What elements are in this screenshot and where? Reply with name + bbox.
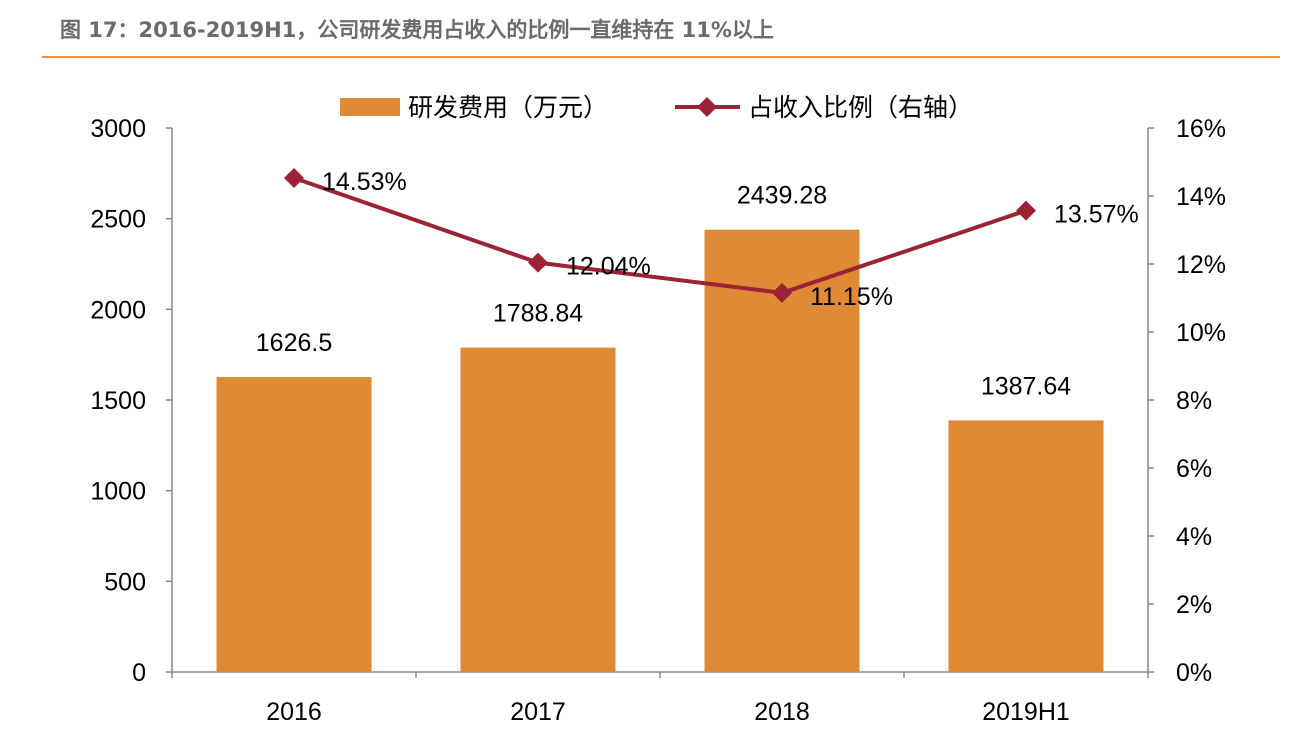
bar-data-label: 2439.28 bbox=[737, 182, 827, 210]
line-data-label: 14.53% bbox=[322, 168, 407, 196]
line-marker bbox=[528, 252, 548, 273]
right-tick-label: 4% bbox=[1176, 523, 1212, 551]
line-marker bbox=[772, 282, 792, 303]
line-data-label: 12.04% bbox=[566, 253, 651, 281]
right-tick-label: 14% bbox=[1176, 183, 1226, 211]
ratio-line bbox=[293, 176, 1027, 295]
right-tick-label: 6% bbox=[1176, 455, 1212, 483]
right-tick-label: 0% bbox=[1176, 659, 1212, 687]
line-data-label: 13.57% bbox=[1054, 201, 1139, 229]
line-data-label: 11.15% bbox=[810, 283, 893, 311]
left-tick-label: 1000 bbox=[90, 478, 146, 506]
bar-data-label: 1626.5 bbox=[256, 329, 332, 357]
left-tick-label: 2500 bbox=[90, 206, 146, 234]
line-marker bbox=[284, 167, 304, 188]
left-tick-label: 2000 bbox=[90, 296, 146, 324]
legend-line-label: 占收入比例（右轴） bbox=[748, 94, 973, 122]
left-tick-label: 0 bbox=[132, 659, 146, 687]
x-tick-label: 2019H1 bbox=[982, 698, 1070, 726]
x-tick-label: 2016 bbox=[266, 698, 322, 726]
bar-data-label: 1387.64 bbox=[981, 372, 1071, 400]
line-marker bbox=[1016, 200, 1036, 221]
x-tick-label: 2017 bbox=[510, 698, 566, 726]
right-tick-label: 16% bbox=[1176, 115, 1226, 143]
left-tick-label: 1500 bbox=[90, 387, 146, 415]
left-tick-label: 3000 bbox=[90, 115, 146, 143]
right-tick-label: 12% bbox=[1176, 251, 1226, 279]
bar bbox=[216, 377, 372, 672]
left-tick-label: 500 bbox=[104, 568, 146, 596]
right-tick-label: 10% bbox=[1176, 319, 1226, 347]
bar bbox=[460, 347, 616, 672]
figure-title: 图 17：2016-2019H1，公司研发费用占收入的比例一直维持在 11%以上 bbox=[60, 18, 774, 42]
right-tick-label: 2% bbox=[1176, 591, 1212, 619]
legend-bar-swatch bbox=[340, 98, 400, 116]
x-tick-label: 2018 bbox=[754, 698, 810, 726]
title-divider bbox=[42, 56, 1280, 58]
bar bbox=[704, 229, 860, 672]
legend-line-marker bbox=[697, 97, 717, 117]
bar bbox=[948, 420, 1104, 672]
legend-bar-label: 研发费用（万元） bbox=[408, 94, 608, 122]
bar-data-label: 1788.84 bbox=[493, 300, 583, 328]
right-tick-label: 8% bbox=[1176, 387, 1212, 415]
